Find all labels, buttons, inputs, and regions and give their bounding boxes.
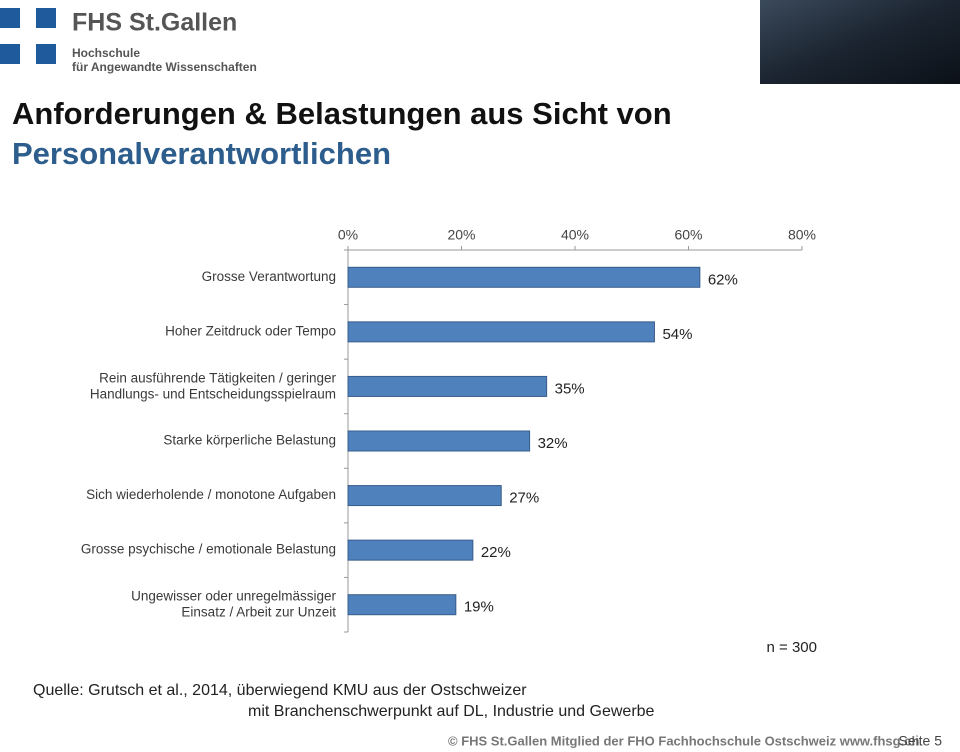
value-label: 35% [555,380,585,397]
source: Quelle: Grutsch et al., 2014, überwiegen… [33,682,527,699]
x-tick-label: 20% [447,227,475,243]
x-tick-label: 80% [788,227,816,243]
value-label: 27% [509,490,539,507]
x-tick-label: 40% [561,227,589,243]
value-label: 54% [662,326,692,343]
header-photo [760,0,960,84]
x-tick-label: 60% [674,227,702,243]
category-label: Hoher Zeitdruck oder Tempo [165,323,336,338]
value-label: 19% [464,599,494,616]
logo-text: FHS St.Gallen [72,9,237,37]
bar [347,539,474,561]
logo-subtext: für Angewandte Wissenschaften [72,60,257,74]
bar [347,321,655,343]
bar [347,594,457,616]
logo-square [0,8,20,28]
value-label: 62% [708,271,738,288]
logo-square [36,8,56,28]
value-label: 22% [481,544,511,561]
value-label: 32% [538,435,568,452]
category-label: Starke körperliche Belastung [163,433,336,448]
page-number: Seite 5 [898,733,942,749]
bar [347,375,548,397]
category-label: Grosse Verantwortung [202,269,336,284]
title: Personalverantwortlichen [12,136,391,171]
bar [347,266,701,288]
category-label: Grosse psychische / emotionale Belastung [81,542,336,557]
footer-bar: © FHS St.Gallen Mitglied der FHO Fachhoc… [448,733,919,748]
category-label: Sich wiederholende / monotone Aufgaben [86,487,336,502]
title: Anforderungen & Belastungen aus Sicht vo… [12,96,672,131]
x-tick-label: 0% [338,227,358,243]
category-label: Rein ausführende Tätigkeiten / geringer H… [90,370,337,401]
bar [347,430,531,452]
bar [347,485,502,507]
logo-subtext: Hochschule [72,46,140,60]
category-label: Ungewisser oder unregelmässiger Einsatz /… [131,588,336,619]
logo-square [0,44,20,64]
source: mit Branchenschwerpunkt auf DL, Industri… [248,703,655,720]
note: n = 300 [767,639,817,656]
logo-square [36,44,56,64]
